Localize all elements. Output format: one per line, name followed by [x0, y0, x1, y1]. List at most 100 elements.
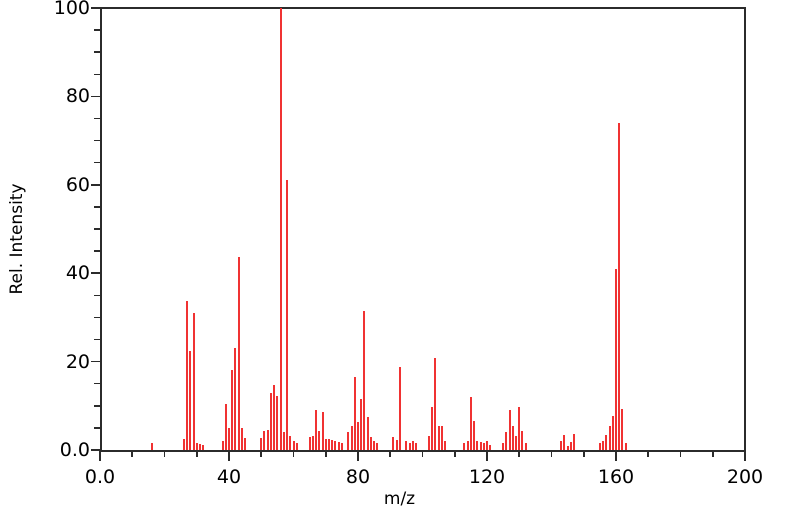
spectrum-peak: [434, 358, 437, 450]
spectrum-peak: [518, 406, 521, 450]
x-tick-minor: [550, 451, 553, 457]
y-tick-label: 100: [53, 0, 90, 19]
spectrum-peak: [292, 441, 295, 450]
spectrum-peak: [266, 430, 269, 450]
spectrum-peak: [563, 434, 566, 450]
spectrum-peak: [395, 440, 398, 450]
y-tick-major: [91, 272, 101, 274]
spectrum-peak: [479, 442, 482, 450]
spectrum-peak: [376, 442, 379, 450]
spectrum-peak: [521, 430, 524, 450]
spectrum-peak: [192, 312, 195, 450]
spectrum-peak: [273, 385, 276, 450]
spectrum-peak: [624, 442, 627, 450]
y-tick-minor: [94, 73, 101, 76]
spectrum-peak: [482, 443, 485, 450]
spectrum-peak: [334, 441, 337, 450]
spectrum-peak: [357, 421, 359, 450]
y-tick-minor: [94, 427, 101, 429]
x-tick-minor: [582, 451, 585, 457]
spectrum-peak: [311, 435, 314, 450]
spectrum-peak: [605, 434, 608, 450]
spectrum-peak: [408, 442, 411, 450]
x-tick-minor: [260, 451, 263, 457]
spectrum-peak: [308, 436, 311, 450]
spectrum-peak: [337, 442, 340, 450]
x-tick-minor: [679, 451, 682, 457]
spectrum-peak: [240, 427, 243, 450]
x-tick-minor: [163, 451, 166, 457]
x-tick-minor: [324, 451, 327, 457]
spectrum-peak: [560, 441, 563, 450]
spectrum-peak: [231, 370, 234, 450]
y-tick-major: [91, 360, 101, 363]
spectrum-peak: [502, 443, 505, 450]
spectrum-peak: [505, 432, 508, 450]
spectrum-peak: [366, 417, 369, 450]
y-tick-minor: [94, 206, 101, 208]
x-tick-label: 0.0: [84, 466, 116, 488]
y-tick-minor: [94, 161, 101, 164]
y-tick-minor: [94, 139, 101, 142]
spectrum-peak: [279, 8, 282, 450]
x-tick-minor: [518, 451, 521, 457]
y-tick-major: [91, 184, 101, 186]
y-tick-minor: [94, 228, 101, 230]
spectrum-peak: [286, 180, 289, 450]
spectrum-peak: [198, 443, 201, 450]
spectrum-peak: [369, 436, 372, 450]
x-tick-minor: [711, 451, 714, 457]
spectrum-peak: [463, 443, 466, 450]
spectrum-peak: [511, 426, 514, 450]
spectrum-peak: [621, 409, 624, 450]
y-tick-label: 80: [65, 85, 90, 108]
spectrum-peak: [350, 425, 353, 450]
spectrum-peak: [524, 443, 527, 450]
spectrum-peak: [347, 432, 350, 450]
plot-right-border: [744, 8, 746, 450]
x-tick-minor: [131, 451, 134, 457]
spectrum-peak: [515, 435, 518, 450]
y-tick-major: [91, 449, 101, 451]
spectrum-peak: [569, 442, 572, 450]
x-tick-label: 40: [216, 466, 242, 488]
spectrum-peak: [150, 442, 153, 450]
plot-area: [100, 8, 745, 450]
x-tick-minor: [647, 451, 650, 457]
spectrum-peak: [260, 437, 263, 450]
spectrum-peak: [244, 437, 247, 450]
x-tick-label: 200: [726, 466, 764, 488]
spectrum-peak: [263, 431, 266, 450]
y-tick-label: 0.0: [59, 439, 90, 461]
x-tick-minor: [195, 451, 198, 457]
x-tick-major: [744, 451, 746, 461]
spectrum-peak: [398, 366, 401, 450]
spectrum-peak: [315, 410, 318, 450]
x-tick-major: [357, 451, 359, 461]
spectrum-peak: [221, 441, 224, 450]
spectrum-peak: [237, 257, 240, 450]
spectrum-peak: [353, 377, 356, 450]
x-tick-minor: [389, 451, 392, 457]
plot-top-border: [100, 7, 746, 9]
spectrum-peak: [195, 443, 198, 450]
spectrum-peak: [469, 397, 472, 450]
spectrum-peak: [289, 435, 292, 450]
spectrum-peak: [466, 441, 469, 450]
spectrum-peak: [224, 403, 227, 450]
spectrum-peak: [189, 351, 192, 450]
spectrum-peak: [440, 425, 443, 450]
spectrum-peak: [489, 444, 492, 450]
spectrum-peak: [363, 311, 366, 450]
spectrum-peak: [276, 396, 279, 450]
y-tick-minor: [94, 294, 101, 297]
spectrum-peak: [573, 434, 576, 450]
spectrum-peak: [476, 441, 479, 450]
spectrum-peak: [431, 406, 434, 450]
spectrum-peak: [373, 441, 376, 450]
spectrum-peak: [427, 435, 430, 450]
y-tick-minor: [94, 117, 101, 120]
spectrum-peak: [392, 436, 395, 450]
spectrum-peak: [486, 441, 488, 450]
